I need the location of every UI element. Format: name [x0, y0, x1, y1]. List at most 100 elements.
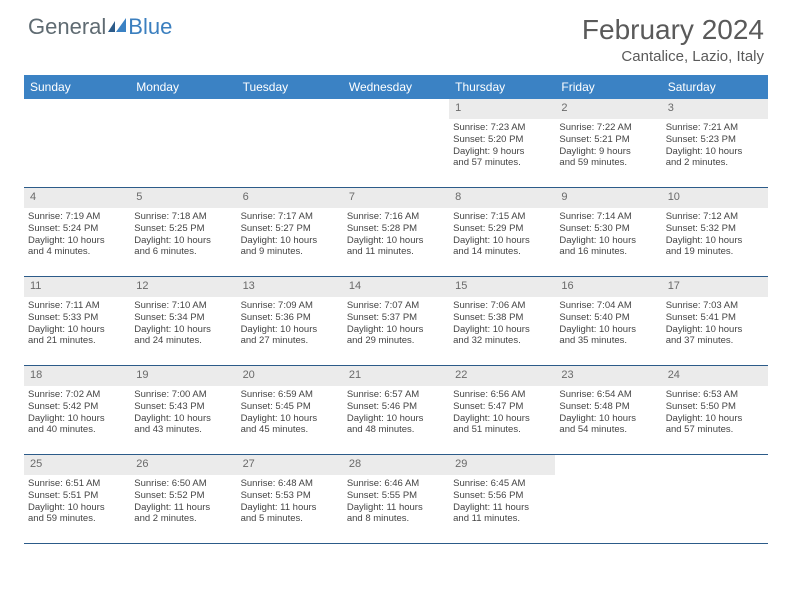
calendar-cell: 1Sunrise: 7:23 AMSunset: 5:20 PMDaylight…	[449, 99, 555, 187]
calendar-cell: 16Sunrise: 7:04 AMSunset: 5:40 PMDayligh…	[555, 277, 661, 365]
day-number: 4	[24, 188, 130, 208]
calendar-header-row: SundayMondayTuesdayWednesdayThursdayFrid…	[24, 75, 768, 99]
sunset-text: Sunset: 5:40 PM	[559, 312, 657, 324]
calendar-cell: 29 Sunrise: 6:45 AMSunset: 5:56 PMDayligh…	[449, 455, 555, 543]
daylight-line2: and 32 minutes.	[453, 335, 551, 347]
sunrise-text: Sunrise: 7:03 AM	[666, 300, 764, 312]
day-details: Sunrise: 7:23 AMSunset: 5:20 PMDaylight:…	[453, 122, 551, 170]
calendar-cell: 14Sunrise: 7:07 AMSunset: 5:37 PMDayligh…	[343, 277, 449, 365]
weekday-header: Friday	[555, 75, 661, 99]
daylight-line1: Daylight: 10 hours	[453, 235, 551, 247]
daylight-line2: and 35 minutes.	[559, 335, 657, 347]
sunrise-text: Sunrise: 6:51 AM	[28, 478, 126, 490]
calendar-cell	[343, 99, 449, 187]
sunrise-text: Sunrise: 6:53 AM	[666, 389, 764, 401]
sunrise-text: Sunrise: 7:12 AM	[666, 211, 764, 223]
daylight-line2: and 57 minutes.	[666, 424, 764, 436]
daylight-line2: and 2 minutes.	[134, 513, 232, 525]
daylight-line1: Daylight: 10 hours	[28, 502, 126, 514]
sunrise-text: Sunrise: 7:18 AM	[134, 211, 232, 223]
daylight-line1: Daylight: 10 hours	[559, 413, 657, 425]
sunrise-text: Sunrise: 7:04 AM	[559, 300, 657, 312]
daylight-line2: and 29 minutes.	[347, 335, 445, 347]
daylight-line1: Daylight: 11 hours	[453, 502, 551, 514]
day-details: Sunrise: 7:10 AMSunset: 5:34 PMDaylight:…	[134, 300, 232, 348]
calendar-cell: 11Sunrise: 7:11 AMSunset: 5:33 PMDayligh…	[24, 277, 130, 365]
day-number: 19	[130, 366, 236, 386]
day-details: Sunrise: 7:17 AMSunset: 5:27 PMDaylight:…	[241, 211, 339, 259]
calendar-cell	[237, 99, 343, 187]
header: General Blue February 2024 Cantalice, La…	[0, 0, 792, 73]
day-number: 16	[555, 277, 661, 297]
daylight-line1: Daylight: 10 hours	[666, 413, 764, 425]
calendar-cell: 22 Sunrise: 6:56 AMSunset: 5:47 PMDayligh…	[449, 366, 555, 454]
daylight-line2: and 48 minutes.	[347, 424, 445, 436]
day-details: Sunrise: 7:14 AMSunset: 5:30 PMDaylight:…	[559, 211, 657, 259]
sunrise-text: Sunrise: 6:56 AM	[453, 389, 551, 401]
sunrise-text: Sunrise: 7:06 AM	[453, 300, 551, 312]
sunrise-text: Sunrise: 6:57 AM	[347, 389, 445, 401]
daylight-line2: and 5 minutes.	[241, 513, 339, 525]
calendar-cell: 5 Sunrise: 7:18 AMSunset: 5:25 PMDaylight…	[130, 188, 236, 276]
daylight-line2: and 9 minutes.	[241, 246, 339, 258]
calendar-cell: 15Sunrise: 7:06 AMSunset: 5:38 PMDayligh…	[449, 277, 555, 365]
daylight-line1: Daylight: 10 hours	[28, 235, 126, 247]
calendar-cell: 7Sunrise: 7:16 AMSunset: 5:28 PMDaylight…	[343, 188, 449, 276]
sunrise-text: Sunrise: 7:10 AM	[134, 300, 232, 312]
weekday-header: Saturday	[662, 75, 768, 99]
sunset-text: Sunset: 5:38 PM	[453, 312, 551, 324]
day-number: 29	[449, 455, 555, 475]
day-number: 10	[662, 188, 768, 208]
sunset-text: Sunset: 5:36 PM	[241, 312, 339, 324]
calendar-cell: 28Sunrise: 6:46 AMSunset: 5:55 PMDayligh…	[343, 455, 449, 543]
day-number: 22	[449, 366, 555, 386]
sunrise-text: Sunrise: 7:23 AM	[453, 122, 551, 134]
daylight-line2: and 16 minutes.	[559, 246, 657, 258]
day-details: Sunrise: 6:53 AMSunset: 5:50 PMDaylight:…	[666, 389, 764, 437]
daylight-line2: and 27 minutes.	[241, 335, 339, 347]
daylight-line2: and 11 minutes.	[347, 246, 445, 258]
sunrise-text: Sunrise: 7:11 AM	[28, 300, 126, 312]
daylight-line1: Daylight: 10 hours	[28, 324, 126, 336]
calendar-cell: 12 Sunrise: 7:10 AMSunset: 5:34 PMDayligh…	[130, 277, 236, 365]
day-details: Sunrise: 6:56 AMSunset: 5:47 PMDaylight:…	[453, 389, 551, 437]
day-number: 5	[130, 188, 236, 208]
day-details: Sunrise: 7:00 AMSunset: 5:43 PMDaylight:…	[134, 389, 232, 437]
sunrise-text: Sunrise: 6:45 AM	[453, 478, 551, 490]
sunset-text: Sunset: 5:37 PM	[347, 312, 445, 324]
sunrise-text: Sunrise: 7:17 AM	[241, 211, 339, 223]
day-details: Sunrise: 7:18 AMSunset: 5:25 PMDaylight:…	[134, 211, 232, 259]
weekday-header: Wednesday	[343, 75, 449, 99]
sunrise-text: Sunrise: 7:14 AM	[559, 211, 657, 223]
calendar-cell: 8Sunrise: 7:15 AMSunset: 5:29 PMDaylight…	[449, 188, 555, 276]
daylight-line1: Daylight: 10 hours	[134, 324, 232, 336]
calendar-body: 1Sunrise: 7:23 AMSunset: 5:20 PMDaylight…	[24, 99, 768, 544]
day-number: 12	[130, 277, 236, 297]
day-number: 3	[662, 99, 768, 119]
sunrise-text: Sunrise: 7:22 AM	[559, 122, 657, 134]
sunset-text: Sunset: 5:24 PM	[28, 223, 126, 235]
calendar-cell	[662, 455, 768, 543]
day-number: 26	[130, 455, 236, 475]
calendar-cell: 20Sunrise: 6:59 AMSunset: 5:45 PMDayligh…	[237, 366, 343, 454]
calendar-cell: 19 Sunrise: 7:00 AMSunset: 5:43 PMDayligh…	[130, 366, 236, 454]
month-title: February 2024	[582, 14, 764, 46]
daylight-line2: and 8 minutes.	[347, 513, 445, 525]
sunset-text: Sunset: 5:50 PM	[666, 401, 764, 413]
daylight-line2: and 59 minutes.	[28, 513, 126, 525]
day-number: 23	[555, 366, 661, 386]
sunset-text: Sunset: 5:34 PM	[134, 312, 232, 324]
sunrise-text: Sunrise: 7:16 AM	[347, 211, 445, 223]
sunset-text: Sunset: 5:27 PM	[241, 223, 339, 235]
sunrise-text: Sunrise: 6:50 AM	[134, 478, 232, 490]
day-details: Sunrise: 7:07 AMSunset: 5:37 PMDaylight:…	[347, 300, 445, 348]
daylight-line2: and 37 minutes.	[666, 335, 764, 347]
day-details: Sunrise: 6:51 AMSunset: 5:51 PMDaylight:…	[28, 478, 126, 526]
daylight-line2: and 45 minutes.	[241, 424, 339, 436]
sunrise-text: Sunrise: 7:15 AM	[453, 211, 551, 223]
day-details: Sunrise: 6:45 AMSunset: 5:56 PMDaylight:…	[453, 478, 551, 526]
calendar-cell: 4Sunrise: 7:19 AMSunset: 5:24 PMDaylight…	[24, 188, 130, 276]
day-number: 17	[662, 277, 768, 297]
daylight-line1: Daylight: 10 hours	[134, 235, 232, 247]
calendar: SundayMondayTuesdayWednesdayThursdayFrid…	[24, 75, 768, 544]
